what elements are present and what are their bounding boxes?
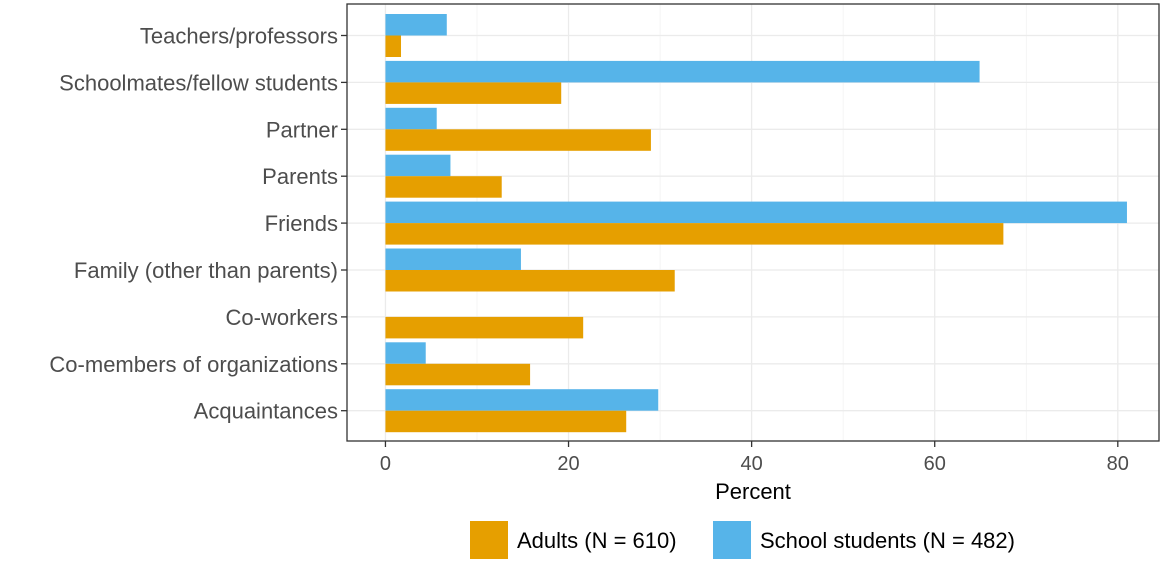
y-tick-label: Co-members of organizations (49, 352, 338, 377)
y-axis-ticks: Teachers/professors Schoolmates/fellow st… (49, 24, 347, 424)
bar-adults (385, 223, 1004, 245)
bar-adults (385, 316, 584, 339)
bars (385, 14, 1127, 433)
y-tick-label: Schoolmates/fellow students (59, 70, 338, 95)
x-tick-label: 60 (924, 453, 946, 475)
bar-adults (385, 129, 651, 151)
bar-adults (385, 82, 562, 104)
y-tick-label: Partner (266, 117, 338, 142)
bar-school-students (385, 389, 659, 411)
bar-school-students (385, 60, 980, 83)
bar-school-students (385, 201, 1127, 224)
legend-label: Adults (N = 610) (517, 528, 677, 553)
x-tick-label: 40 (741, 453, 763, 475)
x-tick-label: 0 (380, 453, 391, 475)
bar-adults (385, 363, 531, 386)
y-tick-label: Family (other than parents) (74, 258, 338, 283)
bar-school-students (385, 342, 426, 364)
x-tick-label: 80 (1107, 453, 1129, 475)
legend-key (470, 521, 508, 559)
bar-adults (385, 35, 402, 57)
legend-key (713, 521, 751, 559)
y-tick-label: Friends (265, 211, 338, 236)
x-tick-label: 20 (557, 453, 579, 475)
y-tick-label: Acquaintances (194, 399, 338, 424)
bar-school-students (385, 107, 437, 130)
bar-school-students (385, 154, 451, 177)
bar-adults (385, 176, 502, 198)
y-tick-label: Parents (262, 164, 338, 189)
y-tick-label: Co-workers (226, 305, 338, 330)
x-axis-title: Percent (715, 479, 791, 504)
x-axis-ticks: 0 20 40 60 80 (380, 441, 1129, 475)
y-tick-label: Teachers/professors (140, 24, 338, 49)
legend: Adults (N = 610) School students (N = 482… (470, 521, 1015, 559)
legend-label: School students (N = 482) (760, 528, 1015, 553)
bar-adults (385, 270, 675, 292)
bar-adults (385, 410, 627, 433)
bar-school-students (385, 248, 521, 270)
bar-school-students (385, 14, 447, 36)
